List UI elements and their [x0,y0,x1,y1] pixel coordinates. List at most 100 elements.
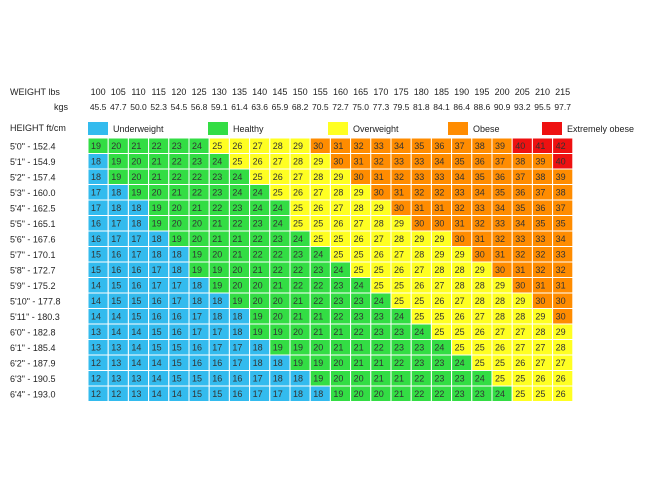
bmi-cell-value: 27 [455,296,465,306]
bmi-cell-value: 21 [293,311,303,321]
bmi-cell-value: 29 [515,296,525,306]
bmi-cell-value: 26 [374,249,384,259]
height-label: 6'2" - 187.9 [10,358,55,368]
weight-lbs-tick: 200 [495,87,510,97]
bmi-cell-value: 13 [131,389,141,399]
bmi-cell-value: 34 [455,172,465,182]
bmi-cell-value: 17 [91,203,101,213]
bmi-cell-value: 32 [374,156,384,166]
bmi-cell-value: 21 [374,358,384,368]
height-label: 5'7" - 170.1 [10,250,55,260]
bmi-cell-value: 15 [192,389,202,399]
bmi-cell-value: 26 [414,280,424,290]
bmi-cell-value: 20 [172,203,182,213]
weight-kgs-tick: 86.4 [453,102,470,112]
weight-kgs-tick: 88.6 [474,102,491,112]
bmi-cell-value: 12 [111,389,121,399]
bmi-cell-value: 18 [111,203,121,213]
bmi-cell-value: 20 [111,141,121,151]
bmi-cell-value: 30 [556,296,566,306]
bmi-cell-value: 33 [414,172,424,182]
weight-lbs-ticks: 100 105 110 115 120 125 130 135 140 145 150 155 160 1… [91,87,571,97]
bmi-cell-value: 18 [212,311,222,321]
bmi-cell-value: 24 [333,265,343,275]
bmi-cell-value: 33 [394,156,404,166]
bmi-cell-value: 14 [152,389,162,399]
bmi-cell-value: 35 [556,218,566,228]
bmi-cell-value: 14 [131,358,141,368]
bmi-cell-value: 15 [212,389,222,399]
bmi-cell-value: 27 [313,187,323,197]
bmi-cell-value: 25 [414,296,424,306]
bmi-cell-value: 23 [455,389,465,399]
bmi-cell-value: 26 [535,373,545,383]
bmi-cell-value: 33 [535,234,545,244]
bmi-cell-value: 19 [293,342,303,352]
bmi-cell-value: 16 [131,265,141,275]
bmi-cell-value: 16 [192,342,202,352]
bmi-cell-value: 21 [212,234,222,244]
weight-lbs-tick: 100 [91,87,106,97]
bmi-cell-value: 25 [394,280,404,290]
weight-lbs-tick: 155 [313,87,328,97]
bmi-cell-value: 17 [152,280,162,290]
bmi-cell-value: 23 [394,342,404,352]
bmi-cell-value: 29 [434,249,444,259]
bmi-cell-value: 16 [232,389,242,399]
bmi-cell-value: 35 [455,156,465,166]
bmi-cell-value: 14 [152,373,162,383]
weight-lbs-tick: 105 [111,87,126,97]
bmi-cell-value: 31 [475,234,485,244]
weight-lbs-tick: 165 [353,87,368,97]
bmi-cell-value: 39 [495,141,505,151]
bmi-cell-value: 27 [273,156,283,166]
bmi-cell-value: 25 [273,187,283,197]
bmi-cell-value: 29 [475,265,485,275]
bmi-cell-value: 22 [192,187,202,197]
bmi-cell-value: 30 [374,187,384,197]
weight-lbs-tick: 160 [333,87,348,97]
bmi-cell-value: 35 [515,203,525,213]
bmi-cell-value: 32 [414,187,424,197]
bmi-cell-value: 20 [192,218,202,228]
bmi-cell-value: 13 [111,373,121,383]
bmi-cell-value: 32 [354,141,364,151]
bmi-cell-value: 22 [192,172,202,182]
weight-kgs-tick: 56.8 [191,102,208,112]
weight-lbs-tick: 140 [252,87,267,97]
bmi-cell-value: 32 [434,187,444,197]
bmi-cell-value: 24 [475,373,485,383]
bmi-cell-value: 24 [434,342,444,352]
height-label: 5'3" - 160.0 [10,188,55,198]
bmi-cell-value: 25 [515,389,525,399]
bmi-cell-value: 24 [414,327,424,337]
height-label: 5'0" - 152.4 [10,141,55,151]
bmi-cell-value: 38 [535,172,545,182]
weight-lbs-tick: 170 [373,87,388,97]
height-label: 5'8" - 172.7 [10,265,55,275]
bmi-cell-value: 22 [414,389,424,399]
bmi-cell-value: 38 [475,141,485,151]
bmi-cell-value: 29 [535,311,545,321]
bmi-cell-value: 36 [434,141,444,151]
bmi-cell-value: 19 [172,234,182,244]
bmi-cell-value: 15 [172,358,182,368]
legend-label-extreme: Extremely obese [567,124,634,134]
bmi-cell-value: 14 [91,311,101,321]
bmi-cell-value: 18 [273,373,283,383]
height-label: 6'4" - 193.0 [10,389,55,399]
bmi-cell-value: 23 [212,187,222,197]
bmi-cell-value: 22 [232,218,242,228]
bmi-cell-value: 28 [495,296,505,306]
weight-kgs-tick: 50.0 [130,102,147,112]
bmi-cell-value: 23 [232,203,242,213]
weight-lbs-label: WEIGHT lbs [10,87,60,97]
bmi-cell-value: 36 [535,203,545,213]
weight-kgs-tick: 45.5 [90,102,107,112]
bmi-cell-value: 21 [293,296,303,306]
weight-kgs-tick: 75.0 [352,102,369,112]
bmi-cell-value: 26 [556,373,566,383]
bmi-cell-value: 42 [556,141,566,151]
bmi-cell-value: 21 [253,265,263,275]
bmi-cell-value: 28 [374,218,384,228]
